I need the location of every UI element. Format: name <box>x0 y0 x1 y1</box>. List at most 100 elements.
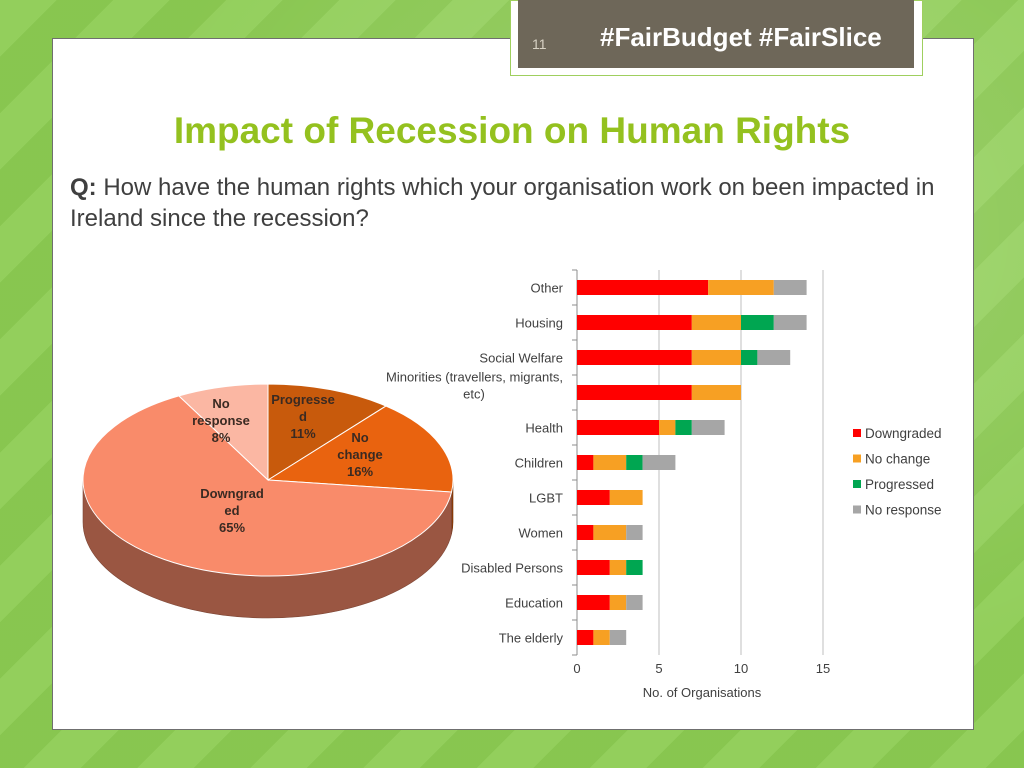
pie-label-2: Downgrad ed 65% <box>200 486 264 535</box>
bar-downgraded <box>577 560 610 575</box>
slide-panel <box>52 38 974 730</box>
category-label-line: LGBT <box>529 491 563 506</box>
bar-progressed <box>741 315 774 330</box>
bar-downgraded <box>577 595 610 610</box>
question-text: Q: How have the human rights which your … <box>70 172 950 234</box>
bar-no-response <box>642 455 676 470</box>
legend-label-3: No response <box>865 503 942 518</box>
bar-no-change <box>691 385 741 400</box>
legend-label-0: Downgraded <box>865 426 942 441</box>
legend-swatch-1 <box>853 454 861 463</box>
category-label: Social Welfare <box>479 351 563 366</box>
pie-label-1: No change 16% <box>337 430 383 479</box>
bar-downgraded <box>577 525 594 540</box>
bar-downgraded <box>577 385 692 400</box>
bar-no-response <box>609 630 627 645</box>
pie-label-line: change <box>337 447 383 462</box>
category-label: Health <box>525 421 563 436</box>
category-label-line: Social Welfare <box>479 351 563 366</box>
page-title: Impact of Recession on Human Rights <box>173 110 851 151</box>
bar-downgraded <box>577 350 692 365</box>
category-label-line: Education <box>505 596 563 611</box>
pie-label-line: d <box>299 409 307 424</box>
bar-progressed <box>626 455 643 470</box>
category-label: Housing <box>515 316 563 331</box>
category-label: Children <box>515 456 563 471</box>
bar-no-change <box>593 630 610 645</box>
x-tick-label: 15 <box>816 661 830 676</box>
pie-label-line: 65% <box>219 520 245 535</box>
bar-progressed <box>626 560 643 575</box>
bar-no-change <box>691 315 741 330</box>
category-label: LGBT <box>529 491 563 506</box>
bar-downgraded <box>577 455 594 470</box>
pie-slice-0 <box>267 383 387 481</box>
pie-slice-3 <box>177 383 269 482</box>
bar-no-change <box>609 490 643 505</box>
category-label: Education <box>505 596 563 611</box>
pie-label-0: Progresse d 11% <box>271 392 335 441</box>
category-label: Women <box>518 526 563 541</box>
x-tick-label: 5 <box>655 661 662 676</box>
slide-number: 11 <box>532 36 547 52</box>
bar-no-change <box>593 525 627 540</box>
bar-downgraded <box>577 280 709 295</box>
bar-progressed <box>675 420 692 435</box>
bar-no-change <box>593 455 627 470</box>
category-label-line: Disabled Persons <box>461 561 563 576</box>
bar-no-change <box>708 280 774 295</box>
bar-downgraded <box>577 315 692 330</box>
x-tick-label: 10 <box>734 661 748 676</box>
pie-slice-2 <box>82 395 453 577</box>
bar-downgraded <box>577 420 659 435</box>
category-label: The elderly <box>499 631 564 646</box>
legend-label-1: No change <box>865 452 930 467</box>
hashtag-text: #FairBudget #FairSlice <box>600 22 882 52</box>
pie-label-line: 8% <box>212 430 231 445</box>
legend-swatch-3 <box>853 505 861 514</box>
bar-no-change <box>609 560 627 575</box>
category-label-line: Children <box>515 456 563 471</box>
x-axis-label: No. of Organisations <box>643 685 762 700</box>
legend-label-2: Progressed <box>865 477 934 492</box>
pie-label-line: response <box>192 413 250 428</box>
category-label-line: Health <box>525 421 563 436</box>
bar-downgraded <box>577 490 610 505</box>
category-label: Minorities (travellers, migrants, etc) <box>386 370 563 402</box>
bar-downgraded <box>577 630 594 645</box>
pie-label-line: ed <box>224 503 239 518</box>
category-label-line: Women <box>518 526 563 541</box>
bar-no-change <box>609 595 627 610</box>
question-label: Q: <box>70 174 97 201</box>
bar-no-response <box>757 350 791 365</box>
x-tick-label: 0 <box>573 661 580 676</box>
pie-slice-1 <box>266 405 454 493</box>
category-label-line: The elderly <box>499 631 564 646</box>
bar-no-response <box>691 420 725 435</box>
category-label: Other <box>530 281 563 296</box>
legend-swatch-2 <box>853 480 861 488</box>
pie-label-line: Progresse <box>271 392 335 407</box>
pie-label-3: No response 8% <box>192 396 250 445</box>
category-label-line: Other <box>530 281 563 296</box>
pie-label-line: Downgrad <box>200 486 264 501</box>
question-body: How have the human rights which your org… <box>70 174 935 232</box>
pie-label-line: 11% <box>290 426 316 441</box>
pie-label-line: No <box>351 430 368 445</box>
bar-no-response <box>773 280 807 295</box>
hashtag-banner <box>518 0 914 68</box>
bar-no-change <box>659 420 676 435</box>
category-label-line: etc) <box>463 387 485 402</box>
bar-no-response <box>626 525 643 540</box>
category-label-line: Minorities (travellers, migrants, <box>386 370 563 385</box>
pie-label-line: 16% <box>347 464 373 479</box>
category-label-line: Housing <box>515 316 563 331</box>
bar-progressed <box>741 350 758 365</box>
legend-swatch-0 <box>853 429 861 437</box>
pie-label-line: No <box>212 396 229 411</box>
bar-no-response <box>773 315 807 330</box>
bar-no-change <box>691 350 741 365</box>
category-label: Disabled Persons <box>461 561 563 576</box>
